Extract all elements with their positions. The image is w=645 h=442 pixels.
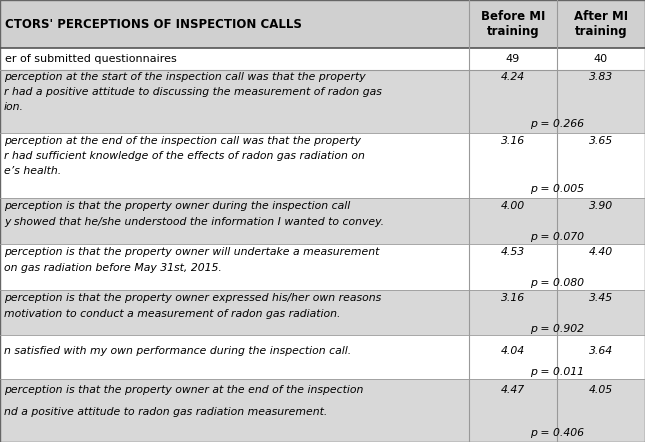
Text: perception is that the property owner during the inspection call: perception is that the property owner du… [4, 202, 350, 211]
Text: CTORS' PERCEPTIONS OF INSPECTION CALLS: CTORS' PERCEPTIONS OF INSPECTION CALLS [5, 18, 302, 30]
Text: e’s health.: e’s health. [4, 166, 61, 176]
Text: on gas radiation before May 31st, 2015.: on gas radiation before May 31st, 2015. [4, 263, 222, 273]
Bar [0, 290, 645, 335]
Text: perception at the end of the inspection call was that the property: perception at the end of the inspection … [4, 136, 361, 146]
Text: 3.16: 3.16 [501, 136, 525, 146]
Text: p = 0.266: p = 0.266 [530, 118, 584, 129]
Text: Before MI
training: Before MI training [481, 10, 545, 38]
Bar [0, 48, 645, 70]
Text: 3.16: 3.16 [501, 293, 525, 303]
Text: 4.04: 4.04 [501, 346, 525, 356]
Text: perception at the start of the inspection call was that the property: perception at the start of the inspectio… [4, 72, 366, 82]
Bar [0, 70, 645, 133]
Text: p = 0.902: p = 0.902 [530, 324, 584, 334]
Text: 3.90: 3.90 [589, 202, 613, 211]
Text: 4.05: 4.05 [589, 385, 613, 395]
Bar [0, 335, 645, 379]
Text: 4.00: 4.00 [501, 202, 525, 211]
Bar [0, 198, 645, 244]
Text: 40: 40 [594, 54, 608, 64]
Bar [0, 0, 645, 48]
Text: r had a positive attitude to discussing the measurement of radon gas: r had a positive attitude to discussing … [4, 87, 382, 97]
Text: After MI
training: After MI training [574, 10, 628, 38]
Text: n satisfied with my own performance during the inspection call.: n satisfied with my own performance duri… [4, 346, 351, 356]
Text: motivation to conduct a measurement of radon gas radiation.: motivation to conduct a measurement of r… [4, 309, 341, 319]
Text: 4.47: 4.47 [501, 385, 525, 395]
Bar [0, 133, 645, 198]
Text: 4.53: 4.53 [501, 247, 525, 257]
Text: perception is that the property owner at the end of the inspection: perception is that the property owner at… [4, 385, 363, 395]
Text: 4.24: 4.24 [501, 72, 525, 82]
Text: p = 0.406: p = 0.406 [530, 427, 584, 438]
Text: 3.45: 3.45 [589, 293, 613, 303]
Text: perception is that the property owner expressed his/her own reasons: perception is that the property owner ex… [4, 293, 381, 303]
Text: y showed that he/she understood the information I wanted to convey.: y showed that he/she understood the info… [4, 217, 384, 227]
Text: 3.64: 3.64 [589, 346, 613, 356]
Text: 49: 49 [506, 54, 520, 64]
Text: p = 0.005: p = 0.005 [530, 183, 584, 194]
Bar [0, 379, 645, 442]
Text: p = 0.070: p = 0.070 [530, 232, 584, 242]
Text: 3.83: 3.83 [589, 72, 613, 82]
Text: er of submitted questionnaires: er of submitted questionnaires [5, 54, 177, 64]
Text: p = 0.011: p = 0.011 [530, 367, 584, 377]
Text: perception is that the property owner will undertake a measurement: perception is that the property owner wi… [4, 247, 379, 257]
Text: ion.: ion. [4, 102, 24, 112]
Text: r had sufficient knowledge of the effects of radon gas radiation on: r had sufficient knowledge of the effect… [4, 151, 364, 161]
Text: nd a positive attitude to radon gas radiation measurement.: nd a positive attitude to radon gas radi… [4, 407, 327, 417]
Text: p = 0.080: p = 0.080 [530, 278, 584, 288]
Bar [0, 244, 645, 290]
Text: 3.65: 3.65 [589, 136, 613, 146]
Text: 4.40: 4.40 [589, 247, 613, 257]
